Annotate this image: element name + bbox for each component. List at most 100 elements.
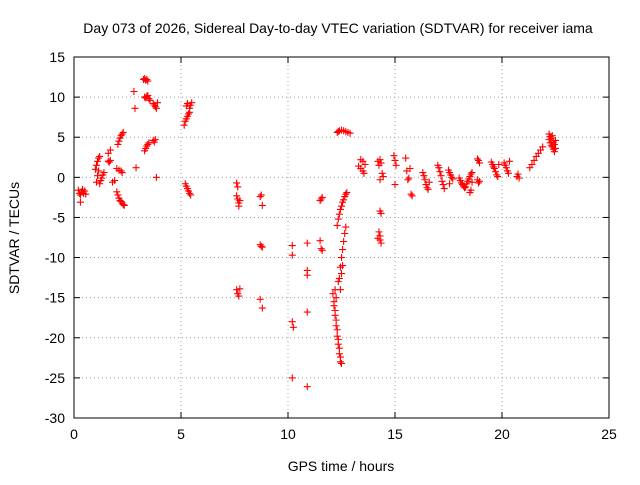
data-point [474,179,482,187]
data-point [530,156,538,164]
data-point [318,246,326,254]
data-point [436,168,444,176]
y-tick-label: -10 [45,250,65,266]
data-point [184,110,192,118]
plot-frame [73,56,610,419]
data-point [449,175,457,183]
data-point [182,102,190,110]
data-point [256,295,264,303]
data-point [440,185,448,193]
data-point [550,148,558,156]
data-point [288,318,296,326]
data-point [334,215,342,223]
data-point [552,136,559,144]
data-point [446,180,454,188]
y-tick-label: -30 [45,410,65,426]
data-point [106,156,114,164]
data-point [468,178,476,186]
data-point [438,177,446,185]
data-point [289,323,297,331]
data-point [329,290,337,298]
data-point [333,332,341,340]
data-point [256,193,264,201]
data-point [317,245,325,253]
data-point [233,192,241,200]
data-point [151,103,159,111]
x-tick-label: 25 [601,426,617,442]
y-tick-label: -20 [45,330,65,346]
data-point [106,146,114,154]
data-point [334,128,342,136]
data-point [404,176,412,184]
data-point [332,322,340,330]
y-tick-label: 10 [49,89,65,105]
data-point [406,165,414,173]
data-point [235,202,243,210]
data-point [339,246,347,254]
data-point [82,190,90,198]
data-point [390,152,398,160]
data-point [332,294,340,302]
data-point [257,191,265,199]
data-point [552,144,559,152]
data-point [234,183,242,191]
data-point [419,169,427,177]
data-point [377,239,385,247]
data-point [257,242,265,250]
data-point [502,164,510,172]
data-point [303,308,311,316]
data-point [180,121,188,129]
data-point [466,189,474,197]
y-tick-labels: -30 -25 -20 -15 -10 -5 0 5 10 15 [45,49,65,426]
y-tick-label: -15 [45,290,65,306]
data-point [144,92,152,100]
data-point [331,311,339,319]
data-point [342,190,350,198]
data-point [515,174,523,182]
data-point [407,190,415,198]
data-point [94,157,102,165]
x-tick-label: 0 [70,426,78,442]
data-point [96,152,104,160]
data-point [76,191,84,199]
data-point [117,167,125,175]
data-point [376,176,384,184]
data-point [303,271,311,279]
data-point [376,156,384,164]
data-point [151,136,159,144]
data-point [153,99,161,107]
data-point [132,164,140,172]
data-point [493,171,501,179]
data-point [113,188,121,196]
data-point [462,183,470,191]
data-point [335,210,343,218]
data-point [377,159,385,167]
data-point [334,278,342,286]
data-point [316,237,324,245]
data-point [152,173,160,181]
data-point [492,168,500,176]
data-point [494,173,502,181]
y-tick-label: 5 [57,129,65,145]
chart-title: Day 073 of 2026, Sidereal Day-to-day VTE… [83,20,593,36]
data-point [118,169,126,177]
y-tick-label: -25 [45,370,65,386]
x-tick-label: 10 [280,426,296,442]
data-point [377,209,385,217]
data-point [473,155,481,163]
data-point [489,163,497,171]
data-point [236,285,244,293]
y-tick-label: -5 [53,209,66,225]
data-point [74,186,82,194]
data-point [528,160,536,168]
data-point [119,201,127,209]
data-point [437,172,445,180]
data-point [343,189,351,197]
data-point [467,170,475,178]
data-point [258,243,266,251]
data-point [425,178,433,186]
y-tick-label: 0 [57,169,65,185]
data-point [391,156,399,164]
data-point [144,140,152,148]
data-point [420,172,428,180]
